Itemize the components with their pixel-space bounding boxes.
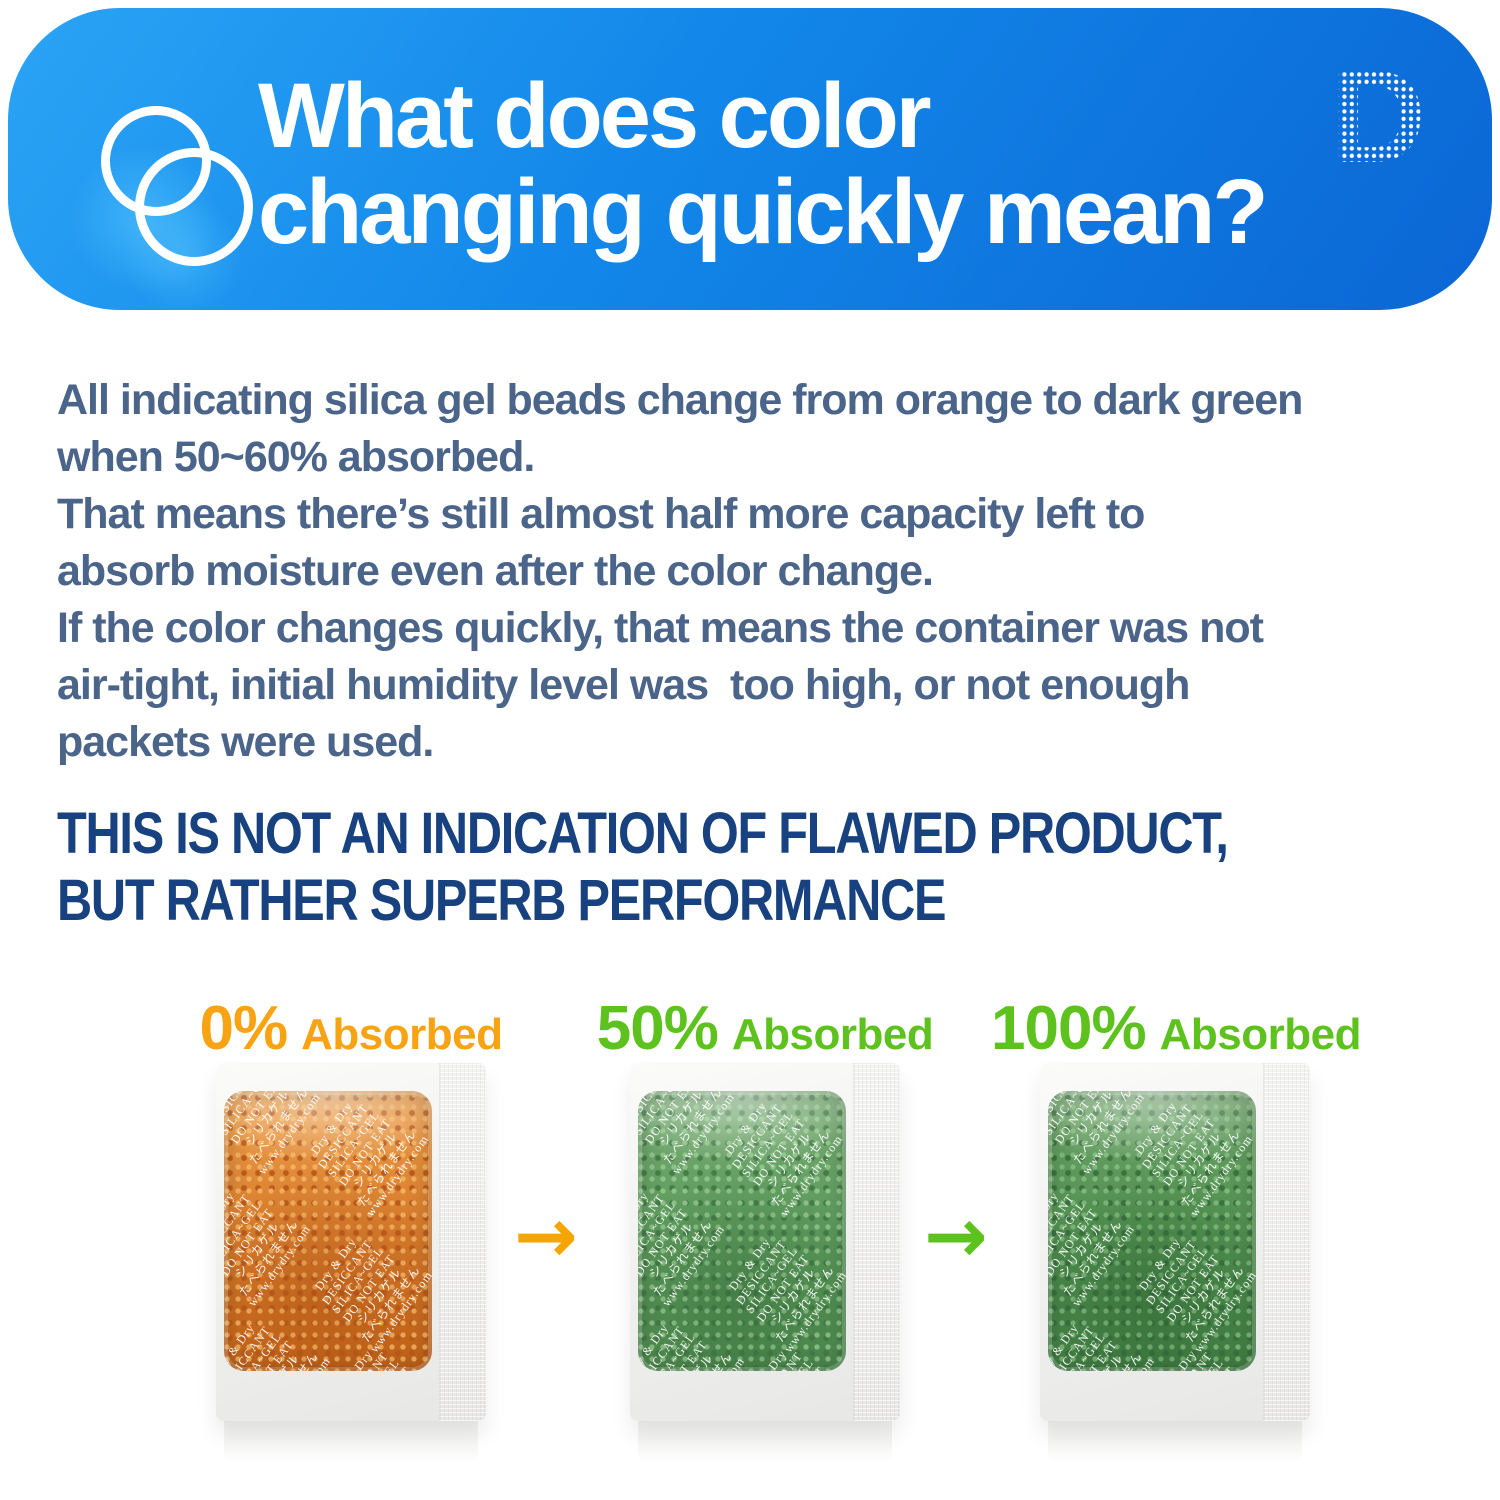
svg-text:D: D — [1334, 64, 1426, 164]
page-title-line2: changing quickly mean? — [258, 161, 1269, 263]
absorbed-word: Absorbed — [731, 1010, 934, 1059]
brand-d-logo-icon: D — [1334, 64, 1426, 164]
packet-seal — [1263, 1063, 1310, 1421]
description-line: That means there’s still almost half mor… — [57, 490, 1145, 538]
description-line: absorb moisture even after the color cha… — [57, 547, 934, 595]
emphasis-line2: BUT RATHER SUPERB PERFORMANCE — [57, 868, 947, 933]
description-line: when 50~60% absorbed. — [57, 433, 535, 481]
header-banner: What does color changing quickly mean? D — [8, 8, 1492, 310]
percent-value: 0% — [199, 994, 289, 1063]
packet-seal — [439, 1063, 486, 1421]
description-line: If the color changes quickly, that means… — [57, 604, 1264, 652]
page-title-line1: What does color — [258, 65, 932, 167]
page-title: What does color changing quickly mean? — [258, 65, 1269, 263]
circle-outline-front — [135, 148, 253, 266]
description-text: All indicating silica gel beads change f… — [57, 372, 1477, 771]
description-line: All indicating silica gel beads change f… — [57, 376, 1303, 424]
stage-label-0-percent: 0% Absorbed — [200, 993, 503, 1064]
description-line: packets were used. — [57, 718, 434, 766]
packet-seal — [853, 1063, 900, 1421]
overlapping-circles-icon — [69, 96, 263, 310]
arrow-right-icon: → — [514, 1191, 578, 1280]
percent-value: 100% — [991, 994, 1147, 1063]
absorbed-word: Absorbed — [1159, 1010, 1362, 1059]
percent-value: 50% — [596, 994, 719, 1063]
emphasis-line1: THIS IS NOT AN INDICATION OF FLAWED PROD… — [57, 801, 1229, 866]
arrow-right-icon: → — [924, 1191, 988, 1280]
stage-label-100-percent: 100% Absorbed — [991, 993, 1361, 1064]
description-line: air-tight, initial humidity level was to… — [57, 661, 1190, 709]
absorbed-word: Absorbed — [301, 1010, 503, 1059]
stage-label-50-percent: 50% Absorbed — [596, 993, 934, 1064]
emphasis-heading: THIS IS NOT AN INDICATION OF FLAWED PROD… — [57, 800, 1229, 934]
